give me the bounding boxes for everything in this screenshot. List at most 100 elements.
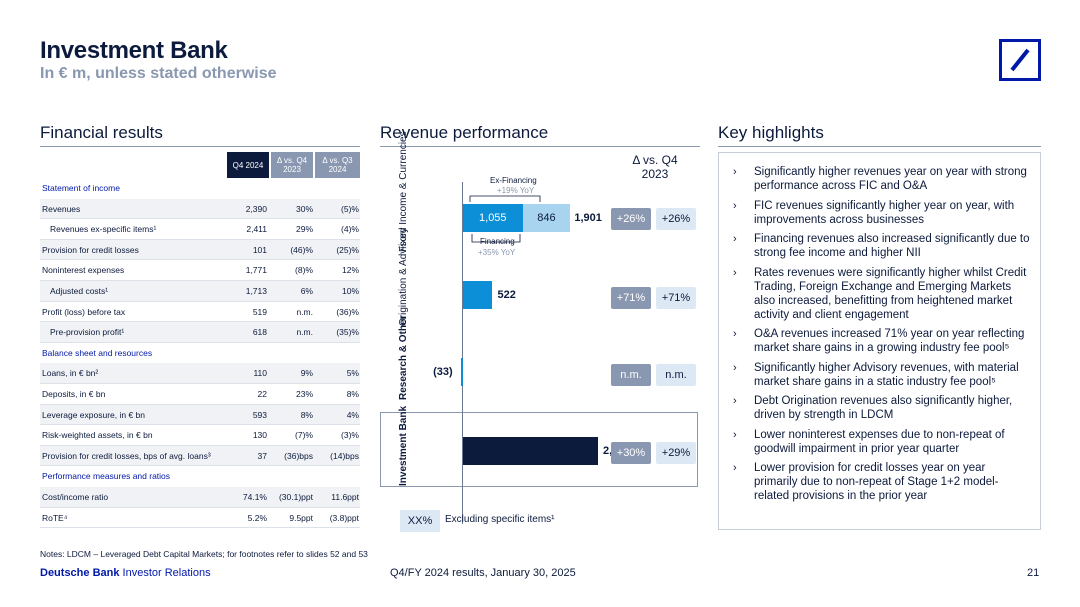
table-row: Adjusted costs¹ 1,713 6% 10% [40, 280, 360, 302]
table-row: RoTE⁴ 5.2% 9.5ppt (3.8)ppt [40, 508, 360, 529]
cell-q4-2024: 130 [252, 430, 267, 441]
bar-value-label: 1,901 [574, 212, 602, 224]
legend-text: Excluding specific items¹ [445, 514, 555, 525]
highlight-text: Lower noninterest expenses due to non-re… [754, 428, 1005, 455]
table-row: Provision for credit losses, bps of avg.… [40, 445, 360, 467]
row-label: Revenues [42, 203, 81, 214]
chevron-right-icon: › [733, 266, 737, 279]
cell-delta-q3-2024: (3)% [341, 430, 359, 441]
cell-q4-2024: 74.1% [242, 491, 267, 502]
table-section-row: Performance measures and ratios [40, 466, 360, 487]
table-row: Cost/income ratio 74.1% (30.1)ppt 11.6ppt [40, 486, 360, 508]
cell-delta-q3-2024: 4% [346, 409, 359, 420]
bar-origination-advisory [463, 281, 493, 309]
section-key-highlights: Key highlights [718, 123, 1041, 147]
row-label: Pre-provision profit¹ [50, 327, 125, 338]
cell-delta-q4-2023: (36)bps [284, 450, 313, 461]
highlight-text: Significantly higher Advisory revenues, … [754, 361, 1019, 388]
chevron-right-icon: › [733, 233, 737, 245]
delta-pill: +26% [611, 208, 651, 230]
highlight-item: › Financing revenues also increased signi… [729, 232, 1032, 260]
highlight-item: › O&A revenues increased 71% year on year… [729, 327, 1032, 355]
cell-q4-2024: 2,411 [246, 224, 267, 235]
highlight-text: Rates revenues were significantly higher… [754, 266, 1027, 321]
cell-q4-2024: 593 [252, 409, 267, 420]
annotation-financing-yoy: +35% YoY [478, 248, 516, 257]
key-highlights-box: › Significantly higher revenues year on y… [718, 152, 1041, 530]
row-label: Noninterest expenses [42, 265, 125, 276]
cell-q4-2024: 110 [253, 368, 267, 379]
section-revenue-performance: Revenue performance [380, 123, 700, 147]
cell-delta-q4-2023: (46)% [290, 244, 313, 255]
bar-research-other [461, 358, 464, 386]
bar-fic-ex-financing: 1,055 [463, 204, 523, 232]
delta-pill: +71% [611, 287, 651, 309]
section-financial-results: Financial results [40, 123, 360, 147]
cell-delta-q3-2024: (4)% [341, 224, 359, 235]
page-number: 21 [1027, 567, 1040, 579]
cell-delta-q4-2023: (8)% [295, 265, 313, 276]
row-label: Provision for credit losses [42, 244, 139, 255]
footer-brand-rest: Investor Relations [119, 567, 211, 579]
cell-delta-q4-2023: n.m. [296, 327, 313, 338]
bar-investment-bank [463, 437, 598, 465]
highlight-text: O&A revenues increased 71% year on year … [754, 328, 1025, 354]
section-label: Balance sheet and resources [42, 347, 153, 358]
highlight-text: Financing revenues also increased signif… [754, 233, 1030, 259]
cell-delta-q4-2023: 6% [300, 285, 313, 296]
row-label: Revenues ex-specific items¹ [50, 224, 157, 235]
delta-pill-ex-specific: +29% [656, 442, 696, 464]
cell-delta-q3-2024: 12% [341, 265, 359, 276]
cell-delta-q3-2024: (36)% [336, 306, 359, 317]
table-row: Risk-weighted assets, in € bn 130 (7)% (3)% [40, 425, 360, 446]
cell-delta-q4-2023: 9.5ppt [289, 512, 313, 523]
cell-q4-2024: 1,771 [245, 265, 267, 276]
table-row: Noninterest expenses 1,771 (8)% 12% [40, 260, 360, 281]
cell-delta-q3-2024: (14)bps [330, 450, 359, 461]
cell-q4-2024: 101 [252, 244, 267, 255]
highlight-text: Lower provision for credit losses year o… [754, 462, 999, 502]
revenue-chart: Δ vs. Q4 2023 Fixed Income & Currencies … [380, 131, 700, 540]
delta-pill-ex-specific: +26% [656, 208, 696, 230]
cell-q4-2024: 519 [252, 306, 267, 317]
cell-delta-q3-2024: 5% [346, 368, 359, 379]
section-label: Statement of income [42, 183, 120, 193]
table-row: Revenues 2,390 30% (5)% [40, 198, 360, 220]
bar-value-label: 522 [497, 289, 516, 301]
highlight-item: › Significantly higher revenues year on y… [729, 165, 1032, 193]
chevron-right-icon: › [733, 462, 737, 474]
row-label: Deposits, in € bn [42, 388, 106, 399]
highlight-text: FIC revenues significantly higher year o… [754, 199, 1015, 226]
page-subtitle: In € m, unless stated otherwise [40, 65, 277, 82]
cell-q4-2024: 5.2% [247, 512, 267, 523]
cell-delta-q4-2023: 8% [300, 409, 313, 420]
cell-delta-q4-2023: 29% [295, 224, 313, 235]
table-section-row: Statement of income [40, 178, 360, 199]
highlight-item: › Debt Origination revenues also signific… [729, 394, 1032, 422]
annotation-ex-financing: Ex-Financing [490, 176, 537, 185]
legend-box: XX% [400, 510, 440, 532]
chevron-right-icon: › [733, 199, 737, 212]
chevron-right-icon: › [733, 328, 737, 340]
chevron-right-icon: › [733, 428, 737, 441]
footnote: Notes: LDCM – Leveraged Debt Capital Mar… [40, 549, 368, 559]
cell-delta-q4-2023: 23% [295, 388, 313, 399]
investment-bank-highlight-box [380, 412, 698, 487]
cell-q4-2024: 618 [252, 327, 267, 338]
row-label: Provision for credit losses, bps of avg.… [42, 450, 211, 461]
delta-pill: n.m. [611, 364, 651, 386]
section-label: Performance measures and ratios [42, 471, 171, 482]
cell-delta-q3-2024: 10% [341, 285, 359, 296]
annotation-financing: Financing [480, 237, 515, 246]
cell-delta-q3-2024: 11.6ppt [331, 491, 359, 502]
cell-delta-q4-2023: 9% [300, 368, 313, 379]
cell-delta-q3-2024: (3.8)ppt [329, 512, 359, 523]
header-delta-q3-2024: Δ vs. Q3 2024 [315, 152, 360, 178]
cell-q4-2024: 37 [257, 450, 267, 461]
highlight-text: Significantly higher revenues year on ye… [754, 166, 1027, 192]
table-row: Revenues ex-specific items¹ 2,411 29% (4)% [40, 219, 360, 240]
chevron-right-icon: › [733, 361, 737, 374]
table-row: Deposits, in € bn 22 23% 8% [40, 384, 360, 405]
financial-results-table: Q4 2024 Δ vs. Q4 2023 Δ vs. Q3 2024 Stat… [40, 152, 360, 529]
cell-delta-q3-2024: (5)% [341, 203, 359, 214]
